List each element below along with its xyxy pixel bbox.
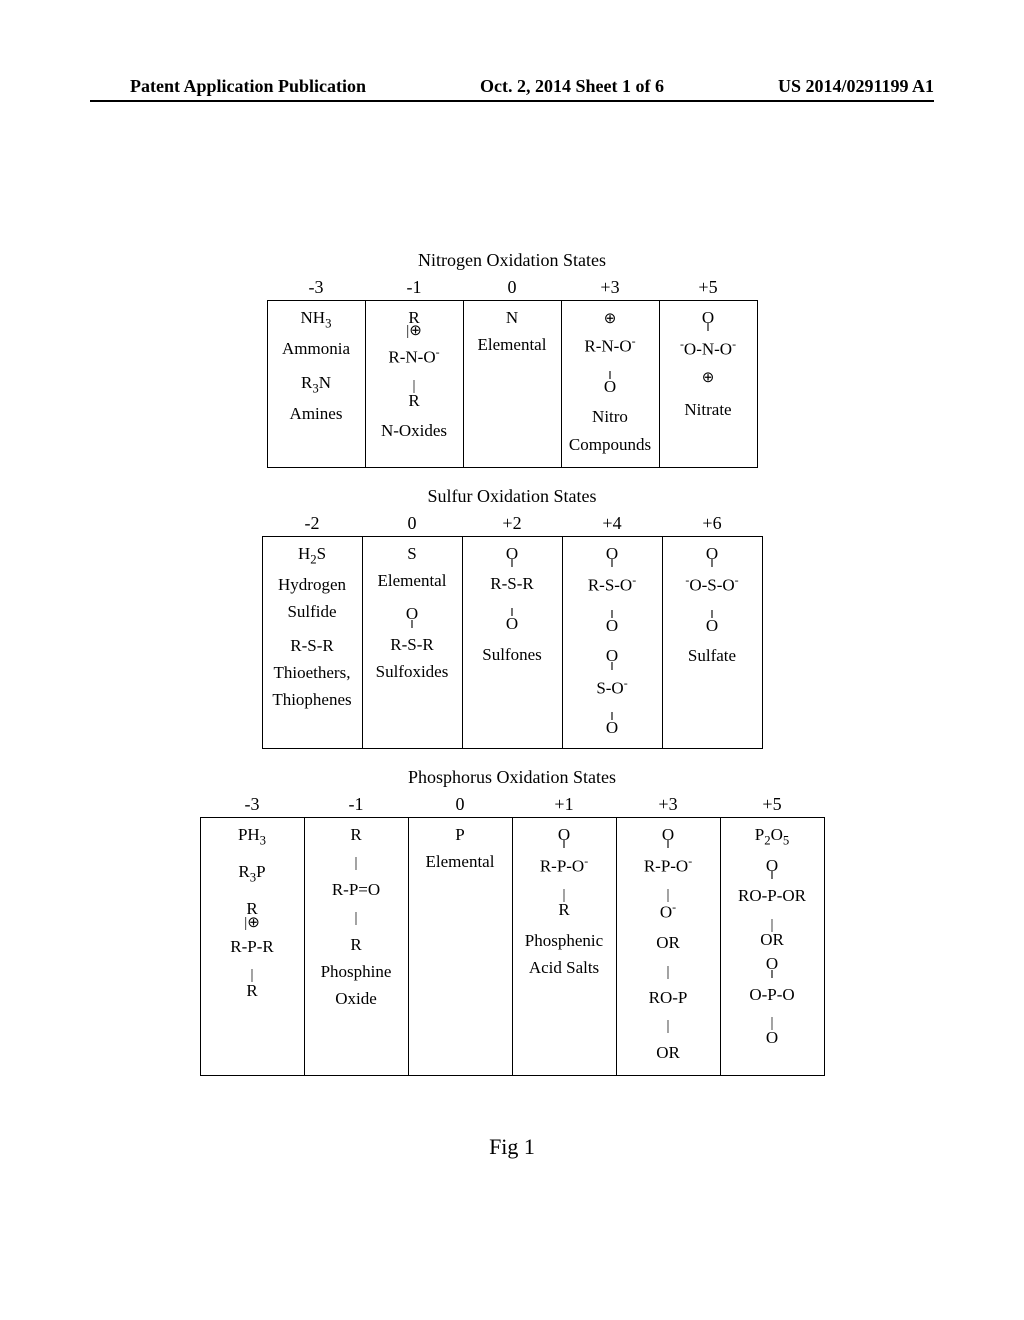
oxidation-cell: PH3 R3P R|⊕R-P-R|R [200, 817, 304, 1076]
oxidation-cell: PElemental [408, 817, 512, 1076]
oxidation-state-header: 0 [463, 277, 561, 298]
phosphorus-section: Phosphorus Oxidation States -3-10+1+3+5 … [200, 767, 825, 1077]
oxidation-cell: O‖-O-N-O-⊕ Nitrate [659, 301, 757, 468]
oxidation-cell: O‖-O-S-O-‖O Sulfate [662, 536, 762, 748]
figure-content: Nitrogen Oxidation States -3-10+3+5 NH3A… [0, 250, 1024, 1160]
oxidation-cell: O‖R-S-R‖O Sulfones [462, 536, 562, 748]
oxidation-state-header: 0 [362, 513, 462, 534]
oxidation-state-header: -1 [365, 277, 463, 298]
phosphorus-table: PH3 R3P R|⊕R-P-R|RR|R-P=O|RPhosphineOxid… [200, 817, 825, 1077]
oxidation-state-header: +4 [562, 513, 662, 534]
nitrogen-state-headers: -3-10+3+5 [267, 277, 757, 298]
oxidation-cell: R|R-P=O|RPhosphineOxide [304, 817, 408, 1076]
figure-caption: Fig 1 [489, 1134, 535, 1160]
oxidation-cell: NElemental [463, 301, 561, 468]
phosphorus-state-headers: -3-10+1+3+5 [200, 794, 824, 815]
oxidation-cell: O‖R-P-O-|R PhosphenicAcid Salts [512, 817, 616, 1076]
oxidation-state-header: +5 [659, 277, 757, 298]
oxidation-cell: ⊕R-N-O-‖O NitroCompounds [561, 301, 659, 468]
oxidation-cell: O‖R-P-O-|O- OR|RO-P|OR [616, 817, 720, 1076]
oxidation-cell: R|⊕R-N-O-|R N-Oxides [365, 301, 463, 468]
header-left: Patent Application Publication [130, 76, 366, 97]
oxidation-cell: NH3Ammonia R3NAmines [267, 301, 365, 468]
oxidation-cell: P2O5O‖RO-P-OR|ORO‖O-P-O|O [720, 817, 824, 1076]
oxidation-state-header: +2 [462, 513, 562, 534]
sulfur-section: Sulfur Oxidation States -20+2+4+6 H2SHyd… [262, 486, 763, 749]
oxidation-state-header: +1 [512, 794, 616, 815]
nitrogen-section: Nitrogen Oxidation States -3-10+3+5 NH3A… [267, 250, 758, 468]
nitrogen-table: NH3Ammonia R3NAminesR|⊕R-N-O-|R N-Oxides… [267, 300, 758, 468]
header-right: US 2014/0291199 A1 [778, 76, 934, 97]
oxidation-state-header: -3 [200, 794, 304, 815]
oxidation-state-header: 0 [408, 794, 512, 815]
oxidation-state-header: -2 [262, 513, 362, 534]
sulfur-table: H2SHydrogenSulfide R-S-RThioethers,Thiop… [262, 536, 763, 749]
oxidation-state-header: +6 [662, 513, 762, 534]
sulfur-state-headers: -20+2+4+6 [262, 513, 762, 534]
oxidation-state-header: +3 [616, 794, 720, 815]
sulfur-title: Sulfur Oxidation States [428, 486, 597, 507]
oxidation-state-header: -3 [267, 277, 365, 298]
oxidation-cell: O‖R-S-O-‖O O‖S-O-‖O [562, 536, 662, 748]
oxidation-state-header: +5 [720, 794, 824, 815]
oxidation-state-header: -1 [304, 794, 408, 815]
phosphorus-title: Phosphorus Oxidation States [408, 767, 616, 788]
page-header: Patent Application Publication Oct. 2, 2… [0, 76, 1024, 97]
header-center: Oct. 2, 2014 Sheet 1 of 6 [480, 76, 664, 97]
oxidation-cell: H2SHydrogenSulfide R-S-RThioethers,Thiop… [262, 536, 362, 748]
header-rule [90, 100, 934, 102]
nitrogen-title: Nitrogen Oxidation States [418, 250, 606, 271]
oxidation-cell: SElemental O‖R-S-RSulfoxides [362, 536, 462, 748]
oxidation-state-header: +3 [561, 277, 659, 298]
